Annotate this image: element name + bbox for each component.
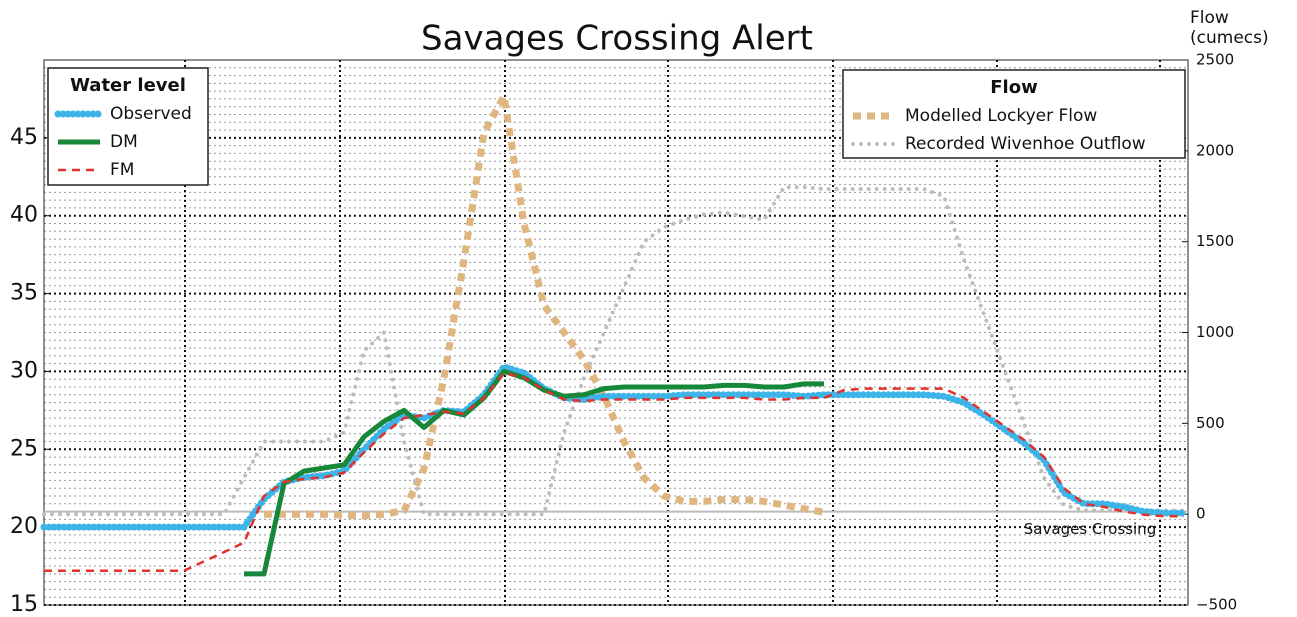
y-tick-label: 45 — [10, 125, 38, 150]
legend-label: DM — [110, 132, 138, 152]
series-line — [264, 92, 825, 520]
y-tick-label: 40 — [10, 203, 38, 228]
legend-label: Modelled Lockyer Flow — [905, 106, 1097, 126]
y2-tick-label: 2000 — [1196, 141, 1234, 159]
series-line — [42, 185, 1186, 517]
plot-frame — [43, 59, 1189, 606]
y-tick-label: 30 — [10, 358, 38, 383]
legend-box — [47, 67, 209, 186]
legend-label: Observed — [110, 104, 192, 124]
y2-tick-label: 1000 — [1196, 323, 1234, 341]
y2-axis-label: Flow (cumecs) — [1190, 8, 1269, 48]
y2-tick-label: −500 — [1196, 596, 1237, 614]
y-tick-label: 20 — [10, 514, 38, 539]
y2-tick-label: 500 — [1196, 414, 1225, 432]
legend: Flow Modelled Lockyer Flow Recorded Wivenh… — [842, 69, 1186, 159]
annotation-text: Savages Crossing — [1024, 520, 1156, 538]
legend: Water level Observed DM FM — [47, 67, 209, 186]
series-line — [244, 368, 824, 577]
legend-title: Water level — [70, 75, 186, 96]
y-tick-label: 35 — [10, 281, 38, 306]
legend-box — [842, 69, 1186, 159]
legend-label: FM — [110, 160, 134, 180]
y-tick-label: 25 — [10, 436, 38, 461]
y2-tick-label: 2500 — [1196, 51, 1234, 69]
y2-tick-label: 1500 — [1196, 232, 1234, 250]
legend-title: Flow — [990, 77, 1037, 98]
series-line — [40, 363, 1188, 531]
chart-title: Savages Crossing Alert — [421, 19, 813, 59]
y2-tick-label: 0 — [1196, 505, 1206, 523]
legend-label: Recorded Wivenhoe Outflow — [905, 134, 1146, 154]
y-tick-label: 15 — [10, 592, 38, 617]
